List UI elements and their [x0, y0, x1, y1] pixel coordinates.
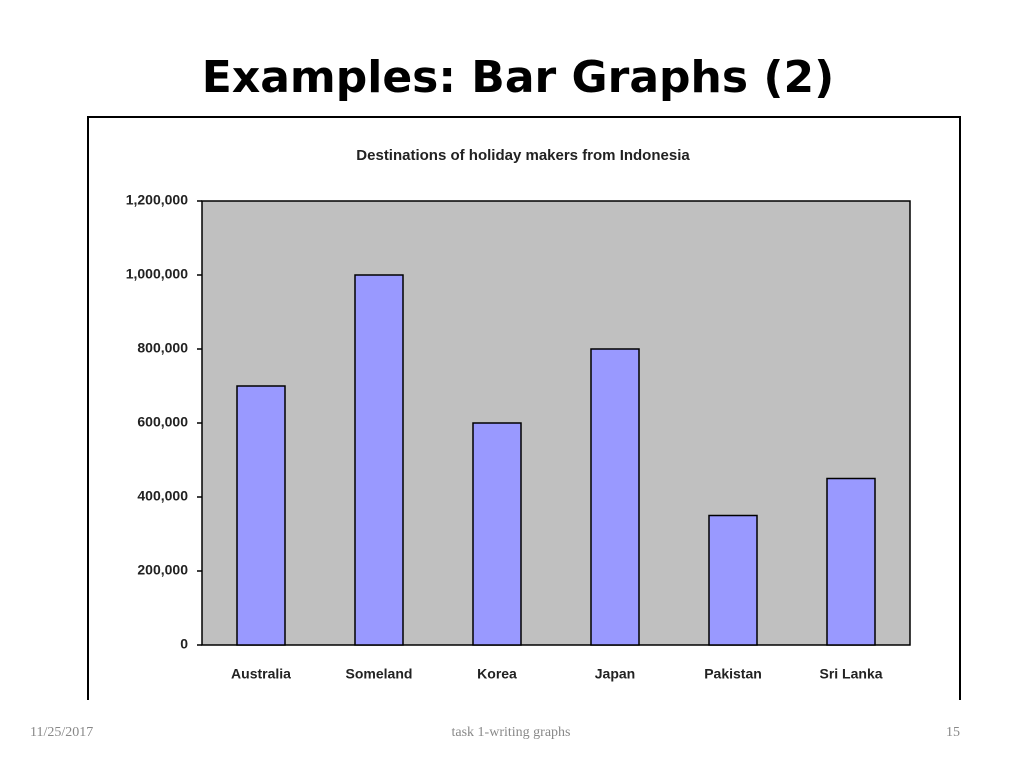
- y-tick-label: 1,200,000: [126, 192, 188, 208]
- bar: [472, 422, 522, 646]
- x-tick-label: Someland: [346, 666, 413, 682]
- y-tick-label: 400,000: [137, 488, 188, 504]
- bar: [826, 477, 876, 646]
- chart-title: Destinations of holiday makers from Indo…: [356, 147, 690, 164]
- footer-date: 11/25/2017: [30, 725, 93, 740]
- y-tick-label: 1,000,000: [126, 266, 188, 282]
- x-tick-label: Australia: [231, 666, 291, 682]
- slide-title: Examples: Bar Graphs (2): [202, 52, 834, 103]
- x-tick-label: Korea: [477, 666, 517, 682]
- x-tick-label: Sri Lanka: [819, 666, 882, 682]
- page-number: 15: [946, 725, 960, 740]
- bar: [236, 385, 286, 646]
- y-tick-label: 200,000: [137, 562, 188, 578]
- x-tick-label: Pakistan: [704, 666, 762, 682]
- plot-area: [201, 200, 911, 646]
- chart-frame: [87, 116, 961, 700]
- bar: [354, 274, 404, 646]
- bar: [708, 514, 758, 646]
- x-tick-label: Japan: [595, 666, 635, 682]
- y-tick-label: 800,000: [137, 340, 188, 356]
- footer-text: task 1-writing graphs: [452, 725, 571, 740]
- bar: [590, 348, 640, 646]
- y-tick-label: 600,000: [137, 414, 188, 430]
- y-tick-label: 0: [180, 636, 188, 652]
